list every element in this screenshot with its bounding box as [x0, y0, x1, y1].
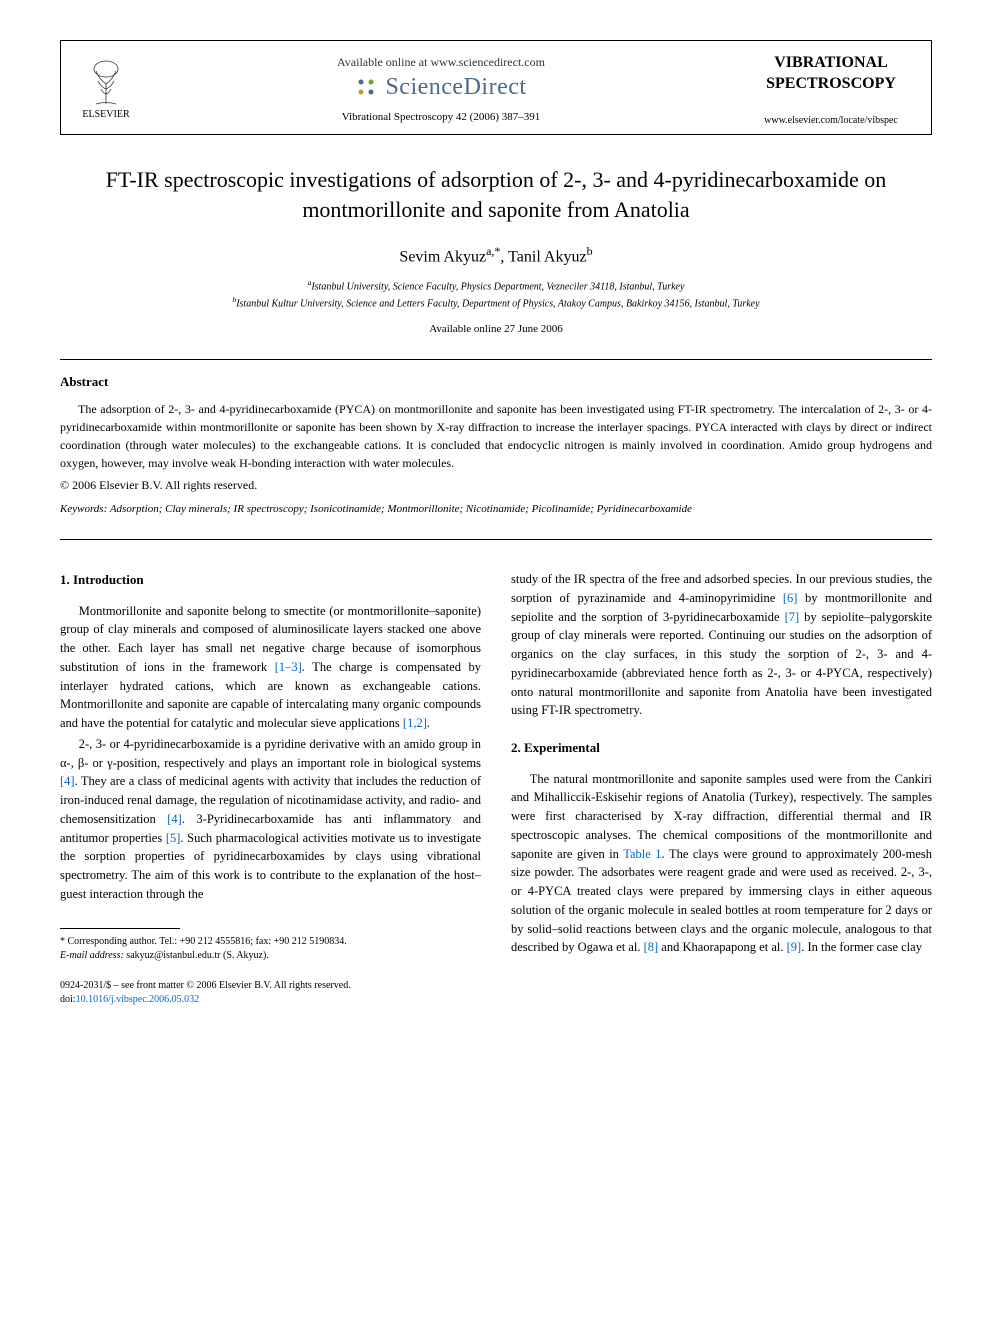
col2-p1c: by sepiolite–palygorskite group of clay …: [511, 610, 932, 718]
journal-title-box: VIBRATIONAL SPECTROSCOPY www.elsevier.co…: [751, 53, 911, 126]
journal-title-line1: VIBRATIONAL: [751, 53, 911, 74]
divider-top: [60, 359, 932, 360]
authors-line: Sevim Akyuza,*, Tanil Akyuzb: [60, 244, 932, 266]
intro-p1c: .: [427, 716, 430, 730]
sciencedirect-icon: [355, 76, 379, 100]
affiliations: aIstanbul University, Science Faculty, P…: [60, 277, 932, 312]
author-1: Sevim Akyuz: [399, 249, 486, 266]
author-2-affil: b: [587, 244, 593, 258]
ref-link-5[interactable]: [5]: [166, 831, 181, 845]
table-1-link[interactable]: Table 1: [623, 847, 661, 861]
ref-link-6[interactable]: [6]: [783, 591, 798, 605]
footer-info: 0924-2031/$ – see front matter © 2006 El…: [60, 979, 481, 1007]
two-column-body: 1. Introduction Montmorillonite and sapo…: [60, 570, 932, 1007]
ref-link-4a[interactable]: [4]: [60, 774, 75, 788]
abstract-body: The adsorption of 2-, 3- and 4-pyridinec…: [60, 402, 932, 470]
col2-para-1: study of the IR spectra of the free and …: [511, 570, 932, 720]
ref-link-9[interactable]: [9]: [787, 940, 802, 954]
keywords-text: Adsorption; Clay minerals; IR spectrosco…: [107, 503, 692, 515]
doi-label: doi:: [60, 994, 76, 1005]
journal-header: ELSEVIER Available online at www.science…: [60, 40, 932, 135]
affiliation-b: bIstanbul Kultur University, Science and…: [60, 294, 932, 311]
available-online-text: Available online at www.sciencedirect.co…: [131, 55, 751, 70]
intro-para-1: Montmorillonite and saponite belong to s…: [60, 602, 481, 733]
ref-link-7[interactable]: [7]: [785, 610, 800, 624]
journal-url: www.elsevier.com/locate/vibspec: [751, 115, 911, 126]
journal-reference: Vibrational Spectroscopy 42 (2006) 387–3…: [131, 111, 751, 123]
header-center: Available online at www.sciencedirect.co…: [131, 55, 751, 123]
left-column: 1. Introduction Montmorillonite and sapo…: [60, 570, 481, 1007]
divider-bottom: [60, 539, 932, 540]
date-available: Available online 27 June 2006: [60, 323, 932, 335]
experimental-heading: 2. Experimental: [511, 738, 932, 758]
ref-link-8[interactable]: [8]: [644, 940, 659, 954]
elsevier-tree-icon: [81, 59, 131, 109]
corresponding-footnote: * Corresponding author. Tel.: +90 212 45…: [60, 935, 481, 949]
author-sep: ,: [500, 249, 508, 266]
abstract-heading: Abstract: [60, 374, 932, 390]
ref-link-1-2[interactable]: [1,2]: [403, 716, 427, 730]
publisher-name: ELSEVIER: [82, 109, 129, 120]
publisher-logo: ELSEVIER: [81, 59, 131, 120]
email-label: E-mail address:: [60, 950, 124, 961]
exp-p1c: and Khaorapapong et al.: [658, 940, 786, 954]
affiliation-a-text: Istanbul University, Science Faculty, Ph…: [311, 281, 684, 292]
exp-p1b: . The clays were ground to approximately…: [511, 847, 932, 955]
author-2: Tanil Akyuz: [508, 249, 586, 266]
email-footnote: E-mail address: sakyuz@istanbul.edu.tr (…: [60, 949, 481, 963]
ref-link-4b[interactable]: [4]: [167, 812, 182, 826]
email-address[interactable]: sakyuz@istanbul.edu.tr (S. Akyuz).: [124, 950, 269, 961]
journal-title-line2: SPECTROSCOPY: [751, 74, 911, 95]
intro-para-2: 2-, 3- or 4-pyridinecarboxamide is a pyr…: [60, 735, 481, 904]
keywords-label: Keywords:: [60, 503, 107, 515]
ref-link-1-3[interactable]: [1–3]: [275, 660, 302, 674]
abstract-text: The adsorption of 2-, 3- and 4-pyridinec…: [60, 400, 932, 472]
sciencedirect-label: ScienceDirect: [385, 74, 526, 101]
article-title: FT-IR spectroscopic investigations of ad…: [60, 165, 932, 227]
footnote-separator: [60, 928, 180, 929]
copyright-line: © 2006 Elsevier B.V. All rights reserved…: [60, 478, 932, 493]
page-container: ELSEVIER Available online at www.science…: [0, 0, 992, 1047]
affiliation-a: aIstanbul University, Science Faculty, P…: [60, 277, 932, 294]
sciencedirect-brand: ScienceDirect: [131, 74, 751, 101]
doi-line: doi:10.1016/j.vibspec.2006.05.032: [60, 993, 481, 1007]
intro-heading: 1. Introduction: [60, 570, 481, 590]
exp-para-1: The natural montmorillonite and saponite…: [511, 770, 932, 958]
issn-line: 0924-2031/$ – see front matter © 2006 El…: [60, 979, 481, 993]
exp-p1d: . In the former case clay: [801, 940, 922, 954]
affiliation-b-text: Istanbul Kultur University, Science and …: [236, 298, 759, 309]
intro-p2a: 2-, 3- or 4-pyridinecarboxamide is a pyr…: [60, 737, 481, 770]
doi-link[interactable]: 10.1016/j.vibspec.2006.05.032: [76, 994, 200, 1005]
keywords-line: Keywords: Adsorption; Clay minerals; IR …: [60, 503, 932, 515]
right-column: study of the IR spectra of the free and …: [511, 570, 932, 1007]
